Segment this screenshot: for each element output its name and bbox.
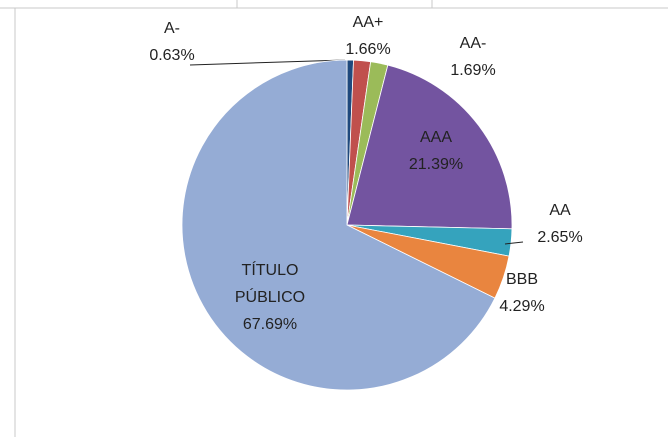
- slice-value: 4.29%: [499, 298, 545, 315]
- slice-value: 21.39%: [408, 156, 464, 173]
- slice-value: 2.65%: [537, 229, 583, 246]
- slice-name: AA: [549, 202, 571, 219]
- slice-name: BBB: [505, 271, 538, 288]
- data-label: TÍTULO PÚBLICO 67.69%: [225, 257, 315, 338]
- data-label: AA+ 1.66%: [313, 9, 423, 63]
- slice-name: AA+: [352, 14, 384, 31]
- pie-slice: [181, 59, 496, 391]
- data-label: AA- 1.69%: [418, 30, 528, 84]
- slice-name: AA-: [459, 35, 487, 52]
- leader-line: [504, 241, 524, 245]
- slice-name: TÍTULO PÚBLICO: [234, 261, 306, 306]
- leader-line: [189, 59, 346, 66]
- slice-value: 0.63%: [149, 47, 195, 64]
- slice-value: 1.66%: [345, 41, 391, 58]
- pie-slice: [346, 64, 513, 230]
- slice-value: 1.69%: [450, 62, 496, 79]
- data-label: A- 0.63%: [117, 15, 227, 69]
- slice-name: AAA: [419, 129, 452, 146]
- data-label: AAA 21.39%: [381, 124, 491, 178]
- slice-name: A-: [164, 20, 180, 37]
- data-label: BBB 4.29%: [467, 266, 577, 320]
- data-label: AA 2.65%: [505, 197, 615, 251]
- slice-value: 67.69%: [242, 315, 298, 333]
